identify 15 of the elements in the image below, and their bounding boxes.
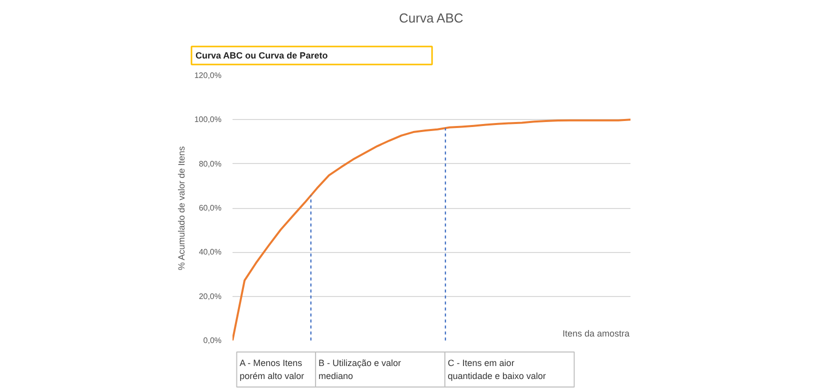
text: A - Menos Itens porém alto valor (240, 358, 304, 381)
y-tick-label: 0,0% (203, 336, 222, 345)
y-tick-label: 80,0% (198, 159, 222, 168)
y-tick-label: 20,0% (198, 292, 222, 301)
y-tick-label: 60,0% (198, 204, 222, 212)
y-tick-label: 100,0% (194, 115, 222, 124)
y-axis-title: % Acumulado de valor de Itens (176, 146, 186, 270)
y-tick-label: 40,0% (198, 248, 222, 257)
line-series (232, 118, 630, 340)
y-tick-label: 120,0% (194, 71, 222, 80)
chart-title: Curva ABC (398, 10, 464, 26)
chart-subtitle: Curva ABC ou Curva de Pareto (196, 50, 328, 60)
x-axis-title: Itens da amostra (562, 328, 630, 338)
text: B - Utilização e valor mediano (318, 358, 401, 381)
text: C - Itens em aior quantidade e baixo valor (448, 358, 546, 381)
